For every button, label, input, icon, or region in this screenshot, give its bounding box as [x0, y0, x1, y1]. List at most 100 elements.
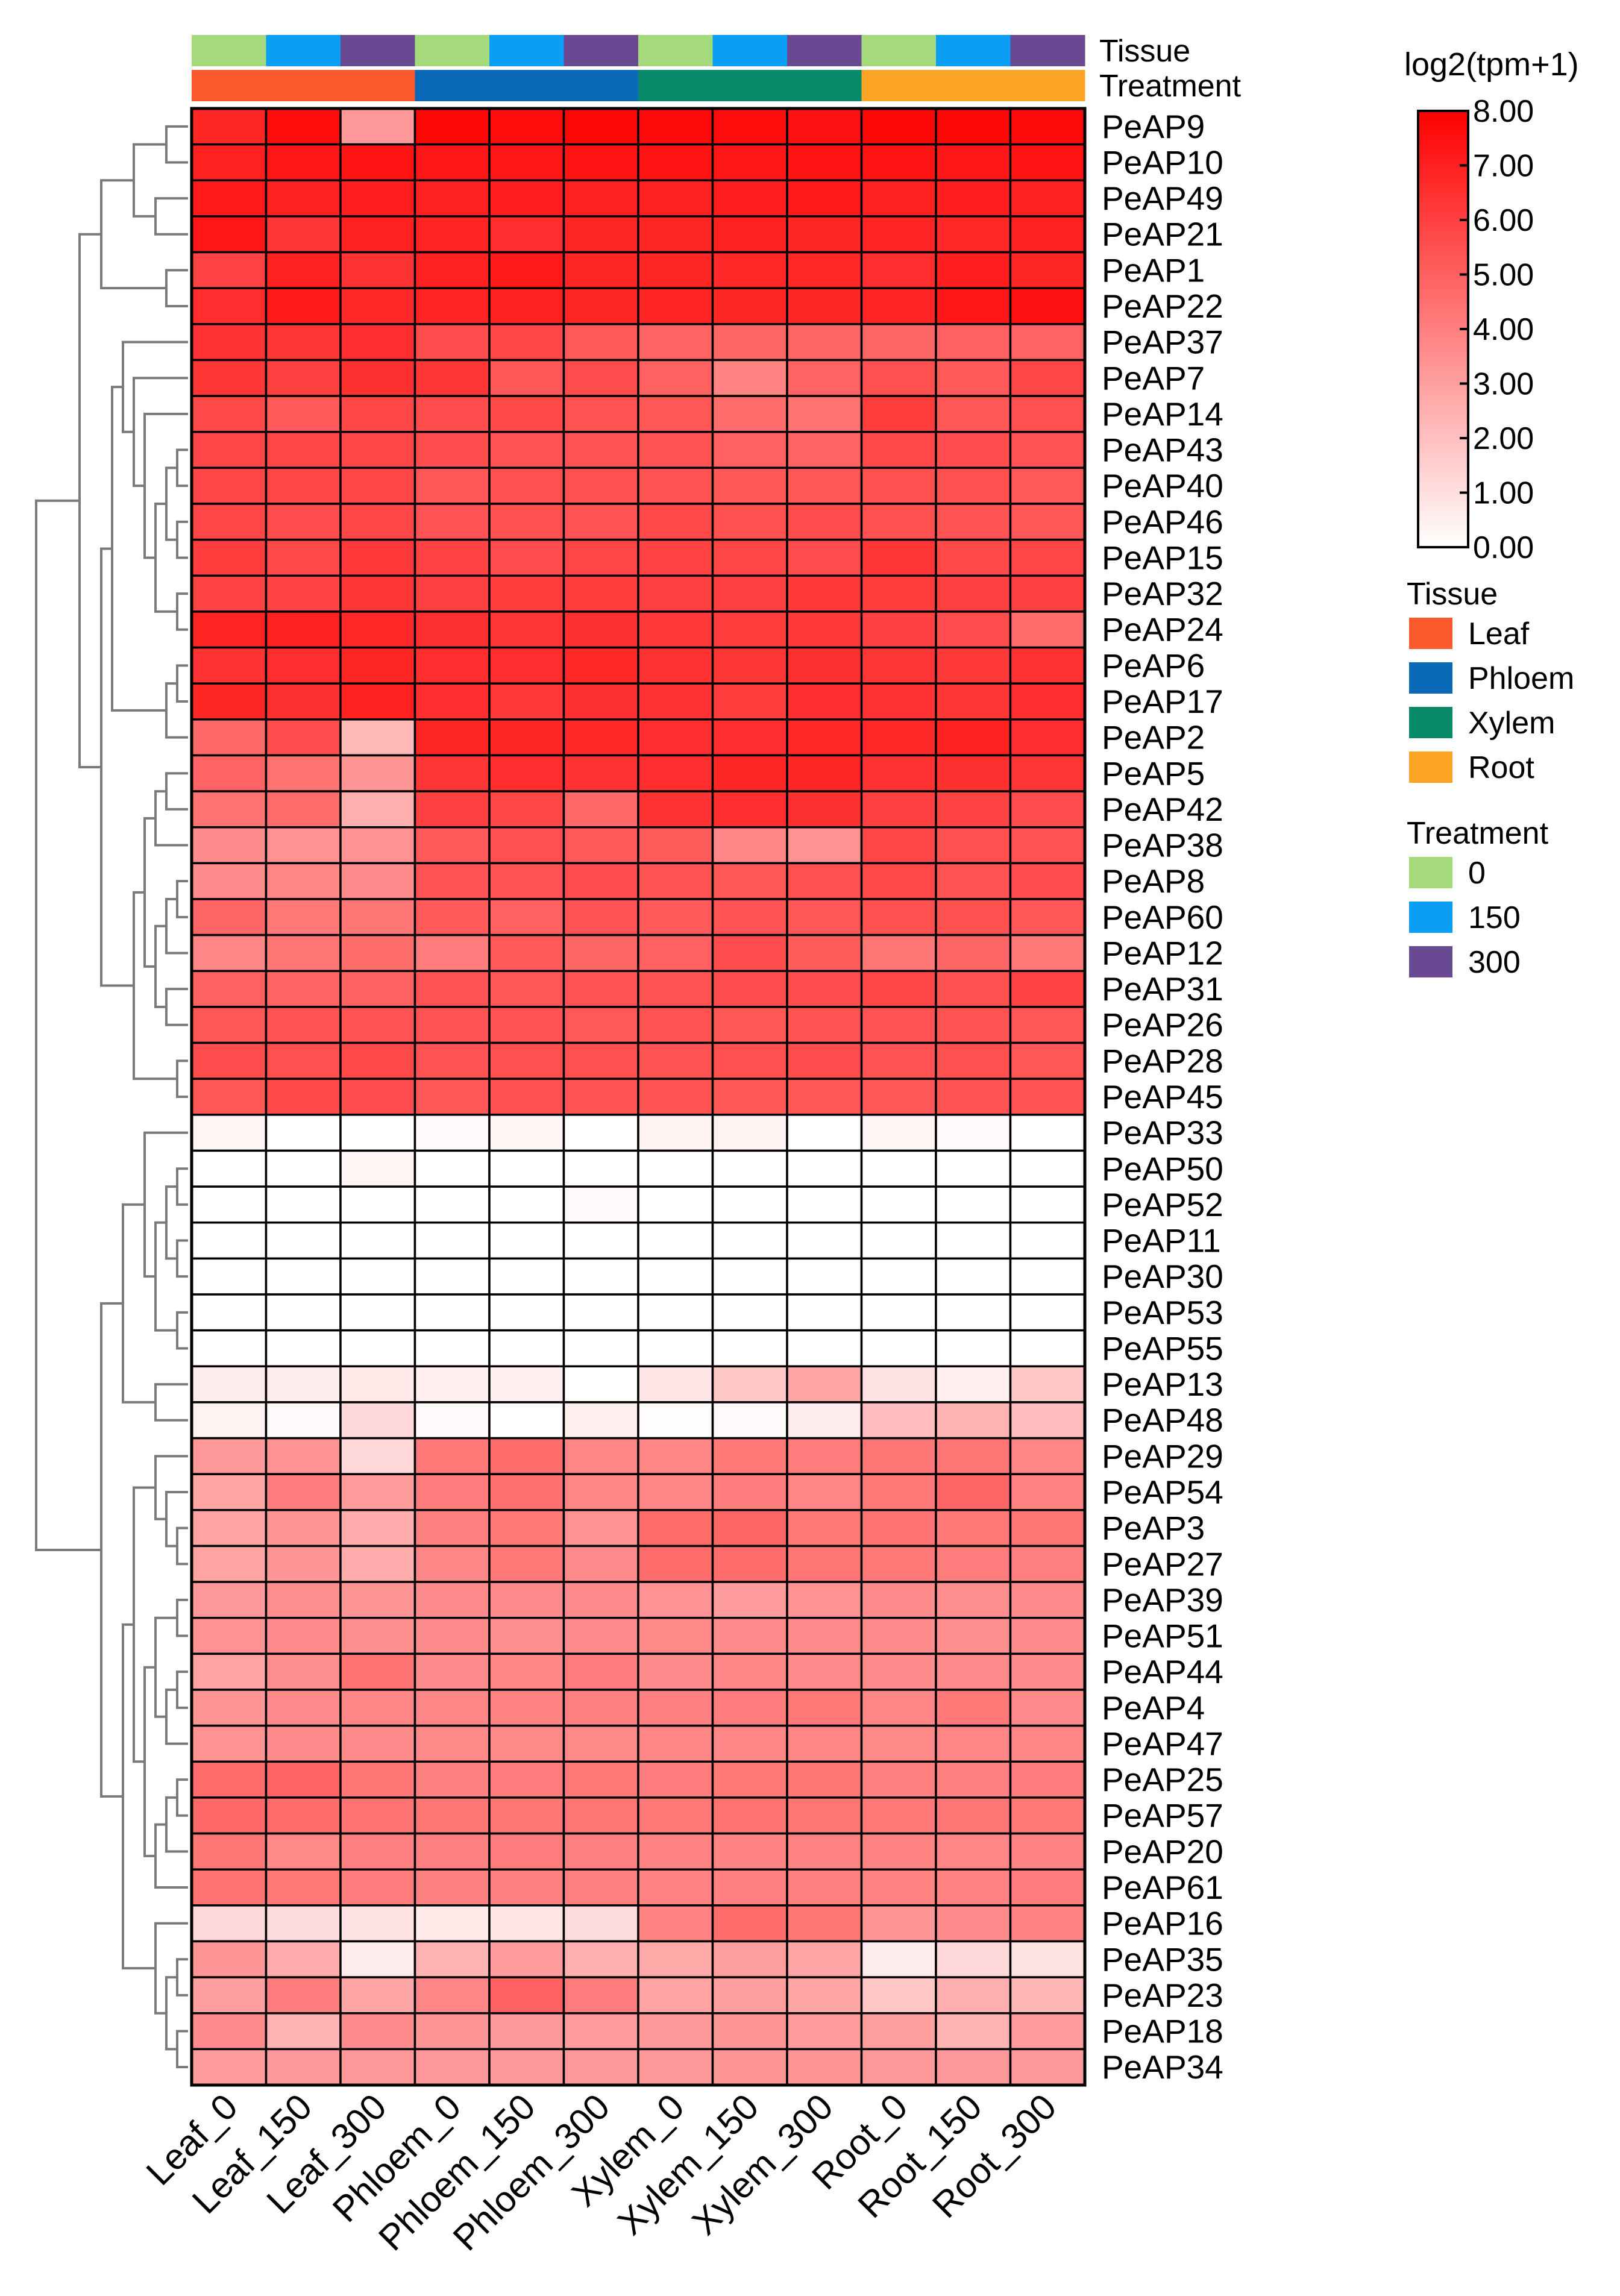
heatmap-cell — [562, 610, 639, 649]
heatmap-cell — [339, 1473, 416, 1511]
heatmap-cell — [413, 1041, 491, 1080]
heatmap-cell — [711, 898, 788, 936]
heatmap-cell — [637, 251, 714, 289]
heatmap-cell — [562, 682, 639, 721]
heatmap-cell — [488, 215, 565, 254]
heatmap-cell — [637, 1509, 714, 1548]
heatmap-cell — [935, 862, 1012, 900]
heatmap-cell — [562, 1041, 639, 1080]
tissue-annotation-cell — [192, 70, 266, 101]
heatmap-cell — [860, 503, 937, 541]
heatmap-cell — [711, 1041, 788, 1080]
heatmap-cell — [488, 287, 565, 325]
heatmap-cell — [786, 898, 863, 936]
heatmap-cell — [488, 538, 565, 577]
heatmap-cell — [413, 395, 491, 433]
heatmap-cell — [935, 970, 1012, 1008]
heatmap-cell — [265, 754, 342, 792]
heatmap-cell — [413, 1473, 491, 1511]
heatmap-cell — [1009, 1077, 1086, 1116]
heatmap-cell — [265, 1473, 342, 1511]
heatmap-cell — [339, 1365, 416, 1404]
heatmap-cell — [562, 574, 639, 613]
heatmap-cell — [637, 2048, 714, 2086]
heatmap-cell — [413, 1149, 491, 1188]
treatment-annotation-cell — [415, 35, 490, 66]
heatmap-cell — [637, 466, 714, 505]
heatmap-cell — [265, 1724, 342, 1763]
row-label: PeAP4 — [1102, 1689, 1205, 1727]
heatmap-cell — [413, 610, 491, 649]
heatmap-cell — [413, 1185, 491, 1224]
heatmap-cell — [190, 1616, 268, 1655]
heatmap-cell — [786, 970, 863, 1008]
heatmap-cell — [860, 682, 937, 721]
heatmap-cell — [265, 1041, 342, 1080]
heatmap-cell — [786, 610, 863, 649]
heatmap-cell — [190, 1545, 268, 1583]
heatmap-cell — [711, 1077, 788, 1116]
dendrogram-branch — [78, 233, 101, 769]
row-label: PeAP9 — [1102, 108, 1205, 145]
heatmap-cell — [562, 430, 639, 469]
dendrogram-branch — [176, 1239, 188, 1278]
heatmap-cell — [190, 2048, 268, 2086]
dendrogram-branch — [176, 1598, 188, 1637]
treatment-annotation-cell — [192, 35, 266, 66]
heatmap-cell — [1009, 1904, 1086, 1943]
colorscale-tick-label: 5.00 — [1473, 258, 1534, 293]
heatmap-cell — [190, 251, 268, 289]
heatmap-cell — [711, 1473, 788, 1511]
heatmap-cell — [190, 430, 268, 469]
treatment-legend-swatch — [1409, 946, 1452, 977]
heatmap-cell — [339, 1221, 416, 1260]
heatmap-cell — [1009, 898, 1086, 936]
heatmap-cell — [711, 1257, 788, 1296]
heatmap-cell — [935, 1221, 1012, 1260]
heatmap-cell — [413, 682, 491, 721]
heatmap-cell — [265, 1257, 342, 1296]
heatmap-cell — [711, 287, 788, 325]
heatmap-cell — [562, 1616, 639, 1655]
heatmap-cell — [711, 1509, 788, 1548]
row-label: PeAP24 — [1102, 611, 1223, 648]
heatmap-cell — [265, 862, 342, 900]
heatmap-cell — [190, 1689, 268, 1727]
heatmap-cell — [1009, 970, 1086, 1008]
heatmap-cell — [637, 1473, 714, 1511]
dendrogram-branch — [143, 1666, 155, 1857]
heatmap-cell — [562, 1904, 639, 1943]
heatmap-cell — [935, 1760, 1012, 1799]
dendrogram-branch — [154, 924, 166, 1008]
tissue-annotation-cell — [638, 70, 713, 101]
heatmap-cell — [711, 933, 788, 973]
tissue-annotation-cell — [266, 70, 341, 101]
tissue-annotation-cell — [341, 70, 415, 101]
row-label: PeAP45 — [1102, 1078, 1223, 1115]
heatmap-cell — [637, 1329, 714, 1368]
heatmap-cell — [786, 1545, 863, 1583]
heatmap-cell — [562, 1329, 639, 1368]
heatmap-cell — [339, 646, 416, 685]
heatmap-cell — [786, 1832, 863, 1871]
heatmap-cell — [860, 251, 937, 289]
row-label: PeAP33 — [1102, 1114, 1223, 1152]
heatmap-cell — [860, 1329, 937, 1368]
dendrogram-branch — [165, 125, 188, 164]
heatmap-cell — [190, 215, 268, 254]
heatmap-cell — [413, 718, 491, 757]
treatment-annotation-cell — [1010, 35, 1085, 66]
heatmap-cell — [339, 1581, 416, 1619]
heatmap-cell — [786, 933, 863, 973]
heatmap-cell — [413, 1904, 491, 1943]
heatmap-cell — [935, 790, 1012, 829]
heatmap-cell — [786, 1293, 863, 1332]
heatmap-cell — [265, 1437, 342, 1475]
heatmap-cell — [562, 1509, 639, 1548]
colorscale-tick-label: 6.00 — [1473, 203, 1534, 238]
dendrogram-branch — [176, 664, 188, 703]
heatmap-cell — [413, 1329, 491, 1368]
heatmap-cell — [265, 1904, 342, 1943]
heatmap-cell — [339, 143, 416, 182]
heatmap-cell — [488, 1329, 565, 1368]
